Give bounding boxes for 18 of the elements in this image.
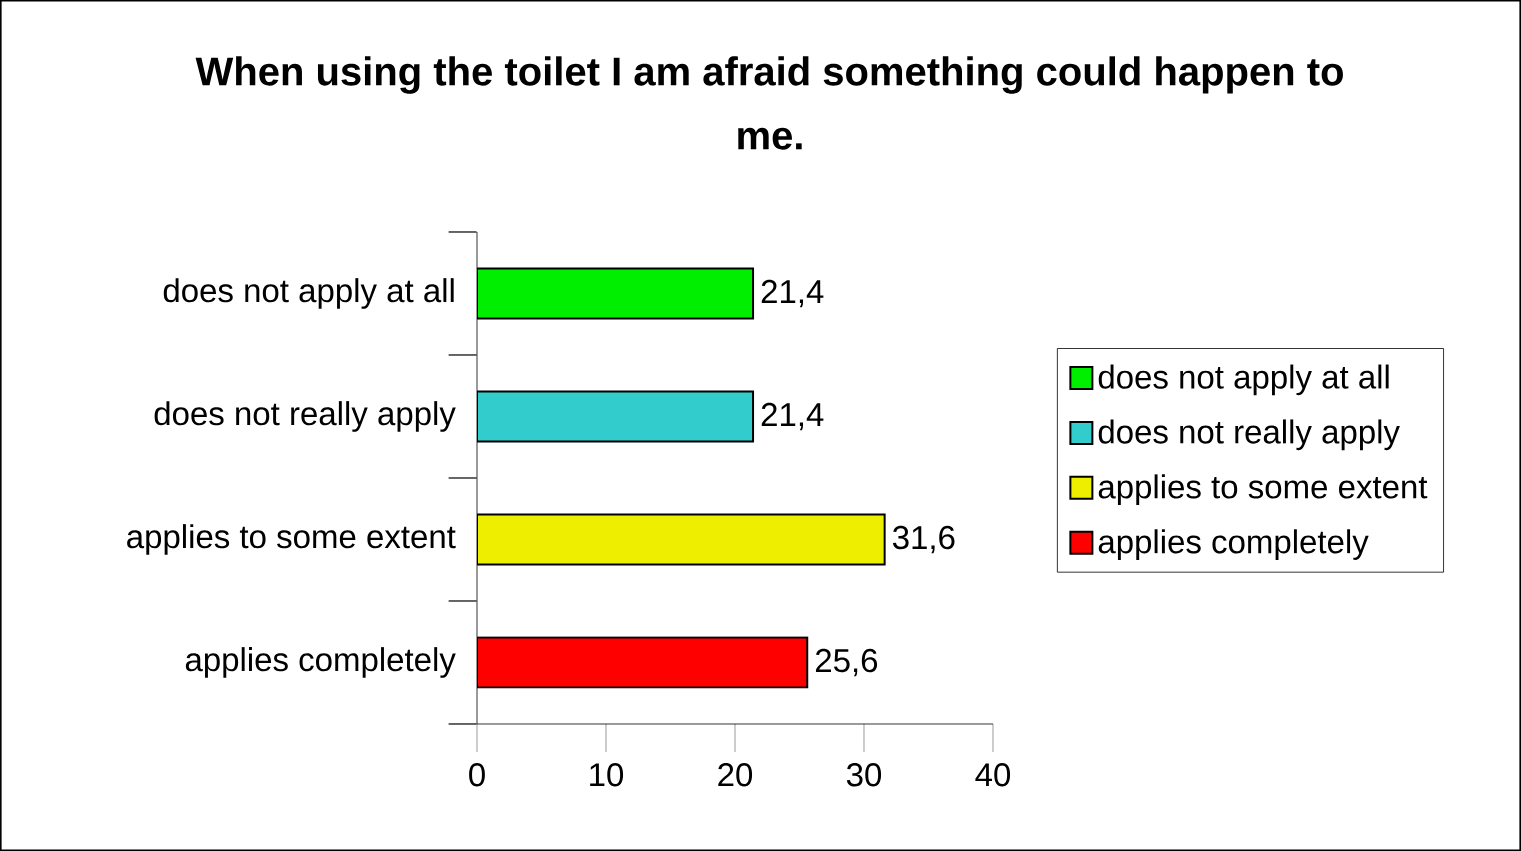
chart-title: When using the toilet I am afraid something could happen to me. xyxy=(195,56,1343,150)
legend-label: does not apply at all xyxy=(1098,364,1389,396)
legend-label: applies to some extent xyxy=(1098,474,1428,506)
y-tick-label: does not really apply xyxy=(154,401,456,432)
data-label: 21,4 xyxy=(761,402,824,431)
x-tick-label: 30 xyxy=(846,763,882,787)
x-tick-label: 20 xyxy=(718,763,753,787)
data-label: 31,6 xyxy=(892,525,955,554)
x-tick-label: 0 xyxy=(469,763,485,787)
y-tick-label: applies completely xyxy=(185,647,456,678)
y-tick-label: applies to some extent xyxy=(127,524,456,555)
data-label: 25,6 xyxy=(815,648,878,677)
legend-label: does not really apply xyxy=(1098,419,1400,451)
data-label: 21,4 xyxy=(761,279,824,308)
x-tick-label: 40 xyxy=(975,763,1011,787)
y-tick-label: does not apply at all xyxy=(163,278,454,309)
legend-label: applies completely xyxy=(1098,529,1369,560)
x-tick-label: 10 xyxy=(590,763,624,787)
